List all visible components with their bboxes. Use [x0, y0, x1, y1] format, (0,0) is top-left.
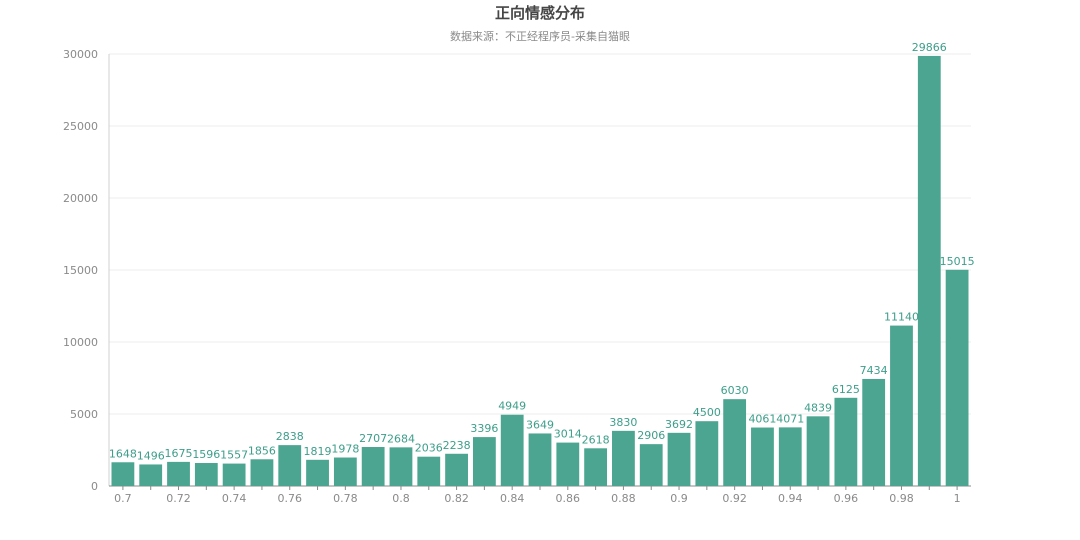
- x-tick-label: 0.9: [670, 492, 688, 505]
- data-label: 1596: [192, 448, 220, 461]
- bar: [111, 462, 135, 486]
- y-tick-label: 30000: [63, 48, 98, 61]
- axes: 0 5000 10000 15000 20000 25000 30000 0.7 0.72 0.7…: [63, 48, 971, 505]
- x-tick-label: 0.86: [556, 492, 581, 505]
- data-label: 2036: [415, 442, 443, 455]
- y-tick-label: 15000: [63, 264, 98, 277]
- x-tick-label: 0.82: [444, 492, 469, 505]
- bar: [556, 442, 580, 486]
- bar: [612, 430, 635, 486]
- data-label: 1819: [304, 445, 332, 458]
- y-tick-label: 10000: [63, 336, 98, 349]
- bar: [528, 433, 552, 486]
- data-label: 1557: [220, 449, 248, 462]
- x-tick-label: 0.72: [166, 492, 191, 505]
- x-tick-label: 0.74: [222, 492, 247, 505]
- data-label: 4061: [748, 413, 776, 426]
- bar: [667, 432, 691, 486]
- bar: [167, 461, 190, 486]
- data-label: 1856: [248, 444, 276, 457]
- bars: [111, 55, 969, 487]
- x-tick-label: 0.98: [889, 492, 914, 505]
- chart-subtitle: 数据来源：不正经程序员-采集自猫眼: [450, 30, 630, 43]
- data-label: 1496: [137, 449, 165, 462]
- chart-title: 正向情感分布: [494, 4, 585, 22]
- bar: [751, 427, 774, 486]
- bar: [333, 457, 357, 486]
- grid-lines: [109, 53, 971, 415]
- data-label: 2684: [387, 432, 415, 445]
- bar: [862, 378, 886, 486]
- data-label: 2906: [637, 429, 665, 442]
- x-tick-label: 0.76: [277, 492, 302, 505]
- bar: [278, 445, 302, 486]
- bar: [890, 325, 913, 486]
- bar: [500, 414, 524, 486]
- data-label: 2618: [582, 433, 610, 446]
- bar: [917, 55, 941, 487]
- x-tick-label: 0.94: [778, 492, 803, 505]
- data-label: 3692: [665, 418, 693, 431]
- data-label: 2707: [359, 432, 387, 445]
- bar: [306, 459, 329, 486]
- data-label: 1648: [109, 447, 137, 460]
- bar: [250, 459, 274, 486]
- data-label: 3396: [470, 422, 498, 435]
- data-label: 3014: [554, 428, 582, 441]
- data-label: 15015: [940, 255, 975, 268]
- bar: [222, 463, 246, 486]
- bar: [695, 421, 719, 486]
- x-tick-label: 0.88: [611, 492, 636, 505]
- x-tick-label: 0.8: [392, 492, 410, 505]
- x-tick-label: 0.78: [333, 492, 358, 505]
- x-tick-label: 0.96: [834, 492, 859, 505]
- data-label: 4071: [776, 412, 804, 425]
- data-label: 6125: [832, 383, 860, 396]
- data-label: 11140: [884, 311, 919, 324]
- data-label: 1675: [165, 447, 193, 460]
- bar: [194, 463, 218, 486]
- bar: [945, 269, 969, 486]
- data-label: 4839: [804, 401, 832, 414]
- bar: [723, 399, 747, 486]
- bar: [778, 427, 802, 486]
- bar: [389, 447, 413, 486]
- data-label: 4949: [498, 400, 526, 413]
- bar: [445, 453, 468, 486]
- data-label: 6030: [721, 384, 749, 397]
- data-label: 7434: [860, 364, 888, 377]
- data-label: 3830: [609, 416, 637, 429]
- bar: [834, 397, 858, 486]
- x-tick-label: 0.84: [500, 492, 525, 505]
- bar: [806, 416, 830, 486]
- bar: [361, 447, 385, 486]
- bar: [639, 444, 663, 486]
- data-label: 29866: [912, 41, 947, 54]
- bar: [417, 456, 441, 486]
- x-tick-label: 0.92: [722, 492, 747, 505]
- data-label: 2238: [443, 439, 471, 452]
- bar: [472, 437, 496, 486]
- y-tick-label: 25000: [63, 120, 98, 133]
- y-tick-label: 20000: [63, 192, 98, 205]
- y-tick-label: 0: [91, 480, 98, 493]
- bar: [139, 464, 163, 486]
- data-label: 3649: [526, 418, 554, 431]
- data-label: 1978: [331, 443, 359, 456]
- data-label: 4500: [693, 406, 721, 419]
- data-label: 2838: [276, 430, 304, 443]
- x-tick-label: 1: [954, 492, 961, 505]
- x-tick-label: 0.7: [114, 492, 132, 505]
- bar: [584, 448, 608, 486]
- y-tick-label: 5000: [70, 408, 98, 421]
